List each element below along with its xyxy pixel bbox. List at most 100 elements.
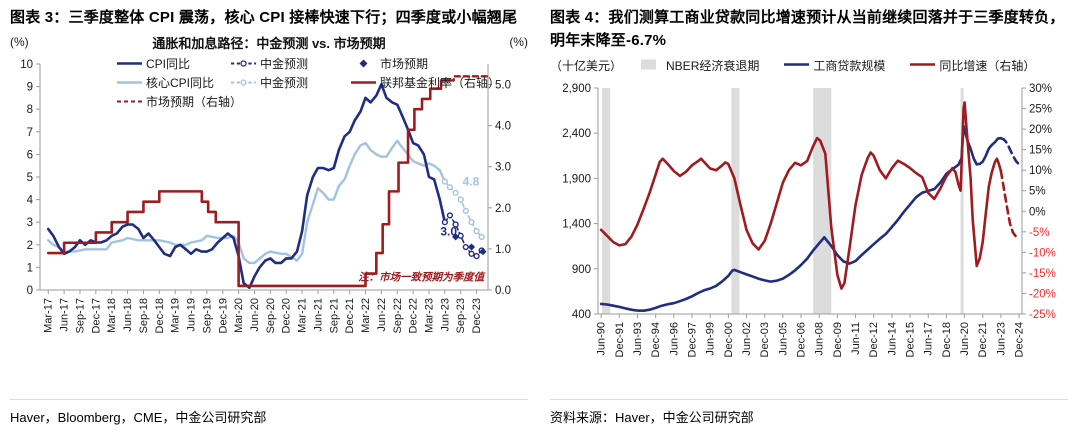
y-left-tick-label: 3 xyxy=(27,217,33,229)
y-right-tick-label: -10% xyxy=(1029,247,1056,259)
legend-item-3: 核心CPI同比 xyxy=(116,74,230,91)
y-left-tick-label: 0 xyxy=(27,285,33,297)
x-tick-label: Dec-06 xyxy=(796,322,808,357)
x-tick-label: Mar-22 xyxy=(360,298,372,333)
x-tick-label: Sep-19 xyxy=(201,298,213,333)
legend-label: 联邦基金利率（右轴） xyxy=(380,76,501,91)
x-tick-label: Dec-21 xyxy=(977,322,989,357)
y-left-tick-label: 1 xyxy=(27,263,33,275)
legend-label: 中金预测 xyxy=(260,57,309,72)
loans-chart-legend: NBER经济衰退期 工商贷款规模 同比增速（右轴） xyxy=(636,57,1035,74)
legend-label: 同比增速（右轴） xyxy=(939,59,1036,73)
series-cpi-forecast-marker xyxy=(441,219,448,226)
legend-label: 市场预期（右轴） xyxy=(146,95,243,110)
x-tick-label: Dec-17 xyxy=(90,298,102,333)
x-tick-label: Jun-18 xyxy=(122,298,134,332)
recession-band xyxy=(731,87,740,314)
y-left-tick-label: 7 xyxy=(27,127,33,139)
recession-band xyxy=(960,87,964,314)
series-core-cpi-forecast-marker xyxy=(468,219,475,226)
x-tick-label: Mar-18 xyxy=(106,298,118,333)
x-tick-label: Sep-20 xyxy=(265,298,277,333)
x-tick-label: Sep-21 xyxy=(328,298,340,333)
x-tick-label: Mar-19 xyxy=(170,298,182,333)
series-loan-growth-forecast xyxy=(999,169,1021,240)
x-tick-label: Jun-99 xyxy=(705,322,717,356)
y-left-tick-label: 2 xyxy=(27,240,33,252)
series-cpi-yoy xyxy=(46,83,447,290)
legend-swatch xyxy=(116,77,143,88)
y-right-tick-label: 25% xyxy=(1029,103,1052,115)
cpi-chart-legend: CPI同比 中金预测 市场预期 核心CPI同比 中金预测 联邦基金利率（右轴） 市场预期（右… xyxy=(116,55,526,110)
legend-item-0: NBER经济衰退期 xyxy=(636,57,759,74)
x-tick-label: Jun-21 xyxy=(312,298,324,332)
series-market-expectation-cpi-marker xyxy=(452,233,460,241)
y-right-tick-label: 15% xyxy=(1029,144,1052,156)
line-swatch-icon xyxy=(784,62,810,66)
dash-circle-swatch-icon xyxy=(231,60,256,67)
x-tick-label: Dec-12 xyxy=(868,322,880,357)
y-right-tick-label: 20% xyxy=(1029,124,1052,136)
series-fed-funds-rate xyxy=(46,79,452,288)
figure4-source: 资料来源：Haver，中金公司研究部 xyxy=(550,399,1068,435)
series-cpi-forecast-marker xyxy=(473,253,480,260)
y-left-tick-label: 2,900 xyxy=(562,83,591,95)
series-core-cpi-forecast-marker xyxy=(478,234,485,241)
figure3-chart-header: (%) 通胀和加息路径：中金预测 vs. 市场预期 (%) xyxy=(10,32,528,52)
line-swatch-icon xyxy=(117,62,142,66)
right-axis-unit-label: (%) xyxy=(509,35,528,50)
dash-circle-swatch-icon xyxy=(231,79,256,86)
x-tick-label: Dec-03 xyxy=(759,322,771,357)
series-loan-growth-yoy xyxy=(599,100,1003,290)
y-right-tick-label: 10% xyxy=(1029,165,1052,177)
y-right-tick-label: 5% xyxy=(1029,185,1046,197)
x-tick-label: Jun-93 xyxy=(632,322,644,356)
legend-item-2: 同比增速（右轴） xyxy=(909,57,1035,74)
legend-item-1: 工商贷款规模 xyxy=(783,57,885,74)
x-tick-label: Dec-20 xyxy=(281,298,293,333)
panel-figure4: 图表 4：我们测算工商业贷款同比增速预计从当前继续回落并于三季度转负，明年末降至… xyxy=(540,0,1080,435)
x-tick-label: Dec-15 xyxy=(905,322,917,357)
legend-item-4: 中金预测 xyxy=(230,74,350,91)
line-swatch-icon xyxy=(910,62,936,66)
legend-swatch xyxy=(783,59,810,73)
y-left-tick-label: 4 xyxy=(27,195,34,207)
x-tick-label: Mar-23 xyxy=(423,298,435,333)
legend-label: CPI同比 xyxy=(146,57,191,72)
x-tick-label: Dec-91 xyxy=(614,322,626,357)
x-tick-label: Jun-11 xyxy=(850,322,862,355)
y-right-tick-label: 3.0 xyxy=(495,162,511,174)
series-core-cpi-forecast-marker xyxy=(446,184,454,191)
chart-subtitle: 通胀和加息路径：中金预测 vs. 市场预期 xyxy=(152,35,386,51)
x-tick-label: Dec-23 xyxy=(471,298,483,333)
y-left-tick-label: 10 xyxy=(20,59,33,71)
legend-item-6: 市场预期（右轴） xyxy=(116,93,242,110)
cpi-chart-area: CPI同比 中金预测 市场预期 核心CPI同比 中金预测 联邦基金利率（右轴） 市场预期（右… xyxy=(10,54,528,356)
figure3-source: Haver，Bloomberg，CME，中金公司研究部 xyxy=(10,399,528,435)
series-ci-loans xyxy=(599,124,1003,312)
y-left-tick-label: 8 xyxy=(27,104,33,116)
x-tick-label: Jun-20 xyxy=(959,322,971,356)
x-tick-label: Jun-14 xyxy=(886,322,898,356)
x-tick-label: Dec-09 xyxy=(832,322,844,357)
x-tick-label: Jun-08 xyxy=(814,322,826,356)
figure3-title: 图表 3：三季度整体 CPI 震荡，核心 CPI 接棒快速下行；四季度或小幅翘尾 xyxy=(10,9,518,26)
figure4-chart-header: （十亿美元） NBER经济衰退期 工商贷款规模 同比增速（右轴） xyxy=(550,56,1068,76)
x-tick-label: Jun-23 xyxy=(995,322,1007,356)
series-market-expectation-cpi-marker xyxy=(467,243,476,251)
series-cpi-forecast-marker xyxy=(457,232,464,240)
recession-band xyxy=(813,87,832,314)
y-right-tick-label: -25% xyxy=(1029,309,1056,321)
band-swatch-icon xyxy=(641,59,657,69)
legend-label: 核心CPI同比 xyxy=(146,76,215,91)
y-right-tick-label: -15% xyxy=(1029,267,1056,279)
x-tick-label: Jun-90 xyxy=(596,322,608,356)
x-tick-label: Dec-22 xyxy=(408,298,420,333)
legend-swatch xyxy=(116,96,143,107)
legend-swatch xyxy=(230,58,257,69)
legend-swatch xyxy=(230,77,257,88)
x-tick-label: Jun-17 xyxy=(923,322,935,356)
series-cpi-forecast-marker xyxy=(452,221,459,228)
cpi-chart-svg: 0 1 2 3 4 5 6 7 8 9 10 0.0 1.0 2.0 3.0 4.0 5.0 Mar-17 Jun-… xyxy=(20,59,511,333)
